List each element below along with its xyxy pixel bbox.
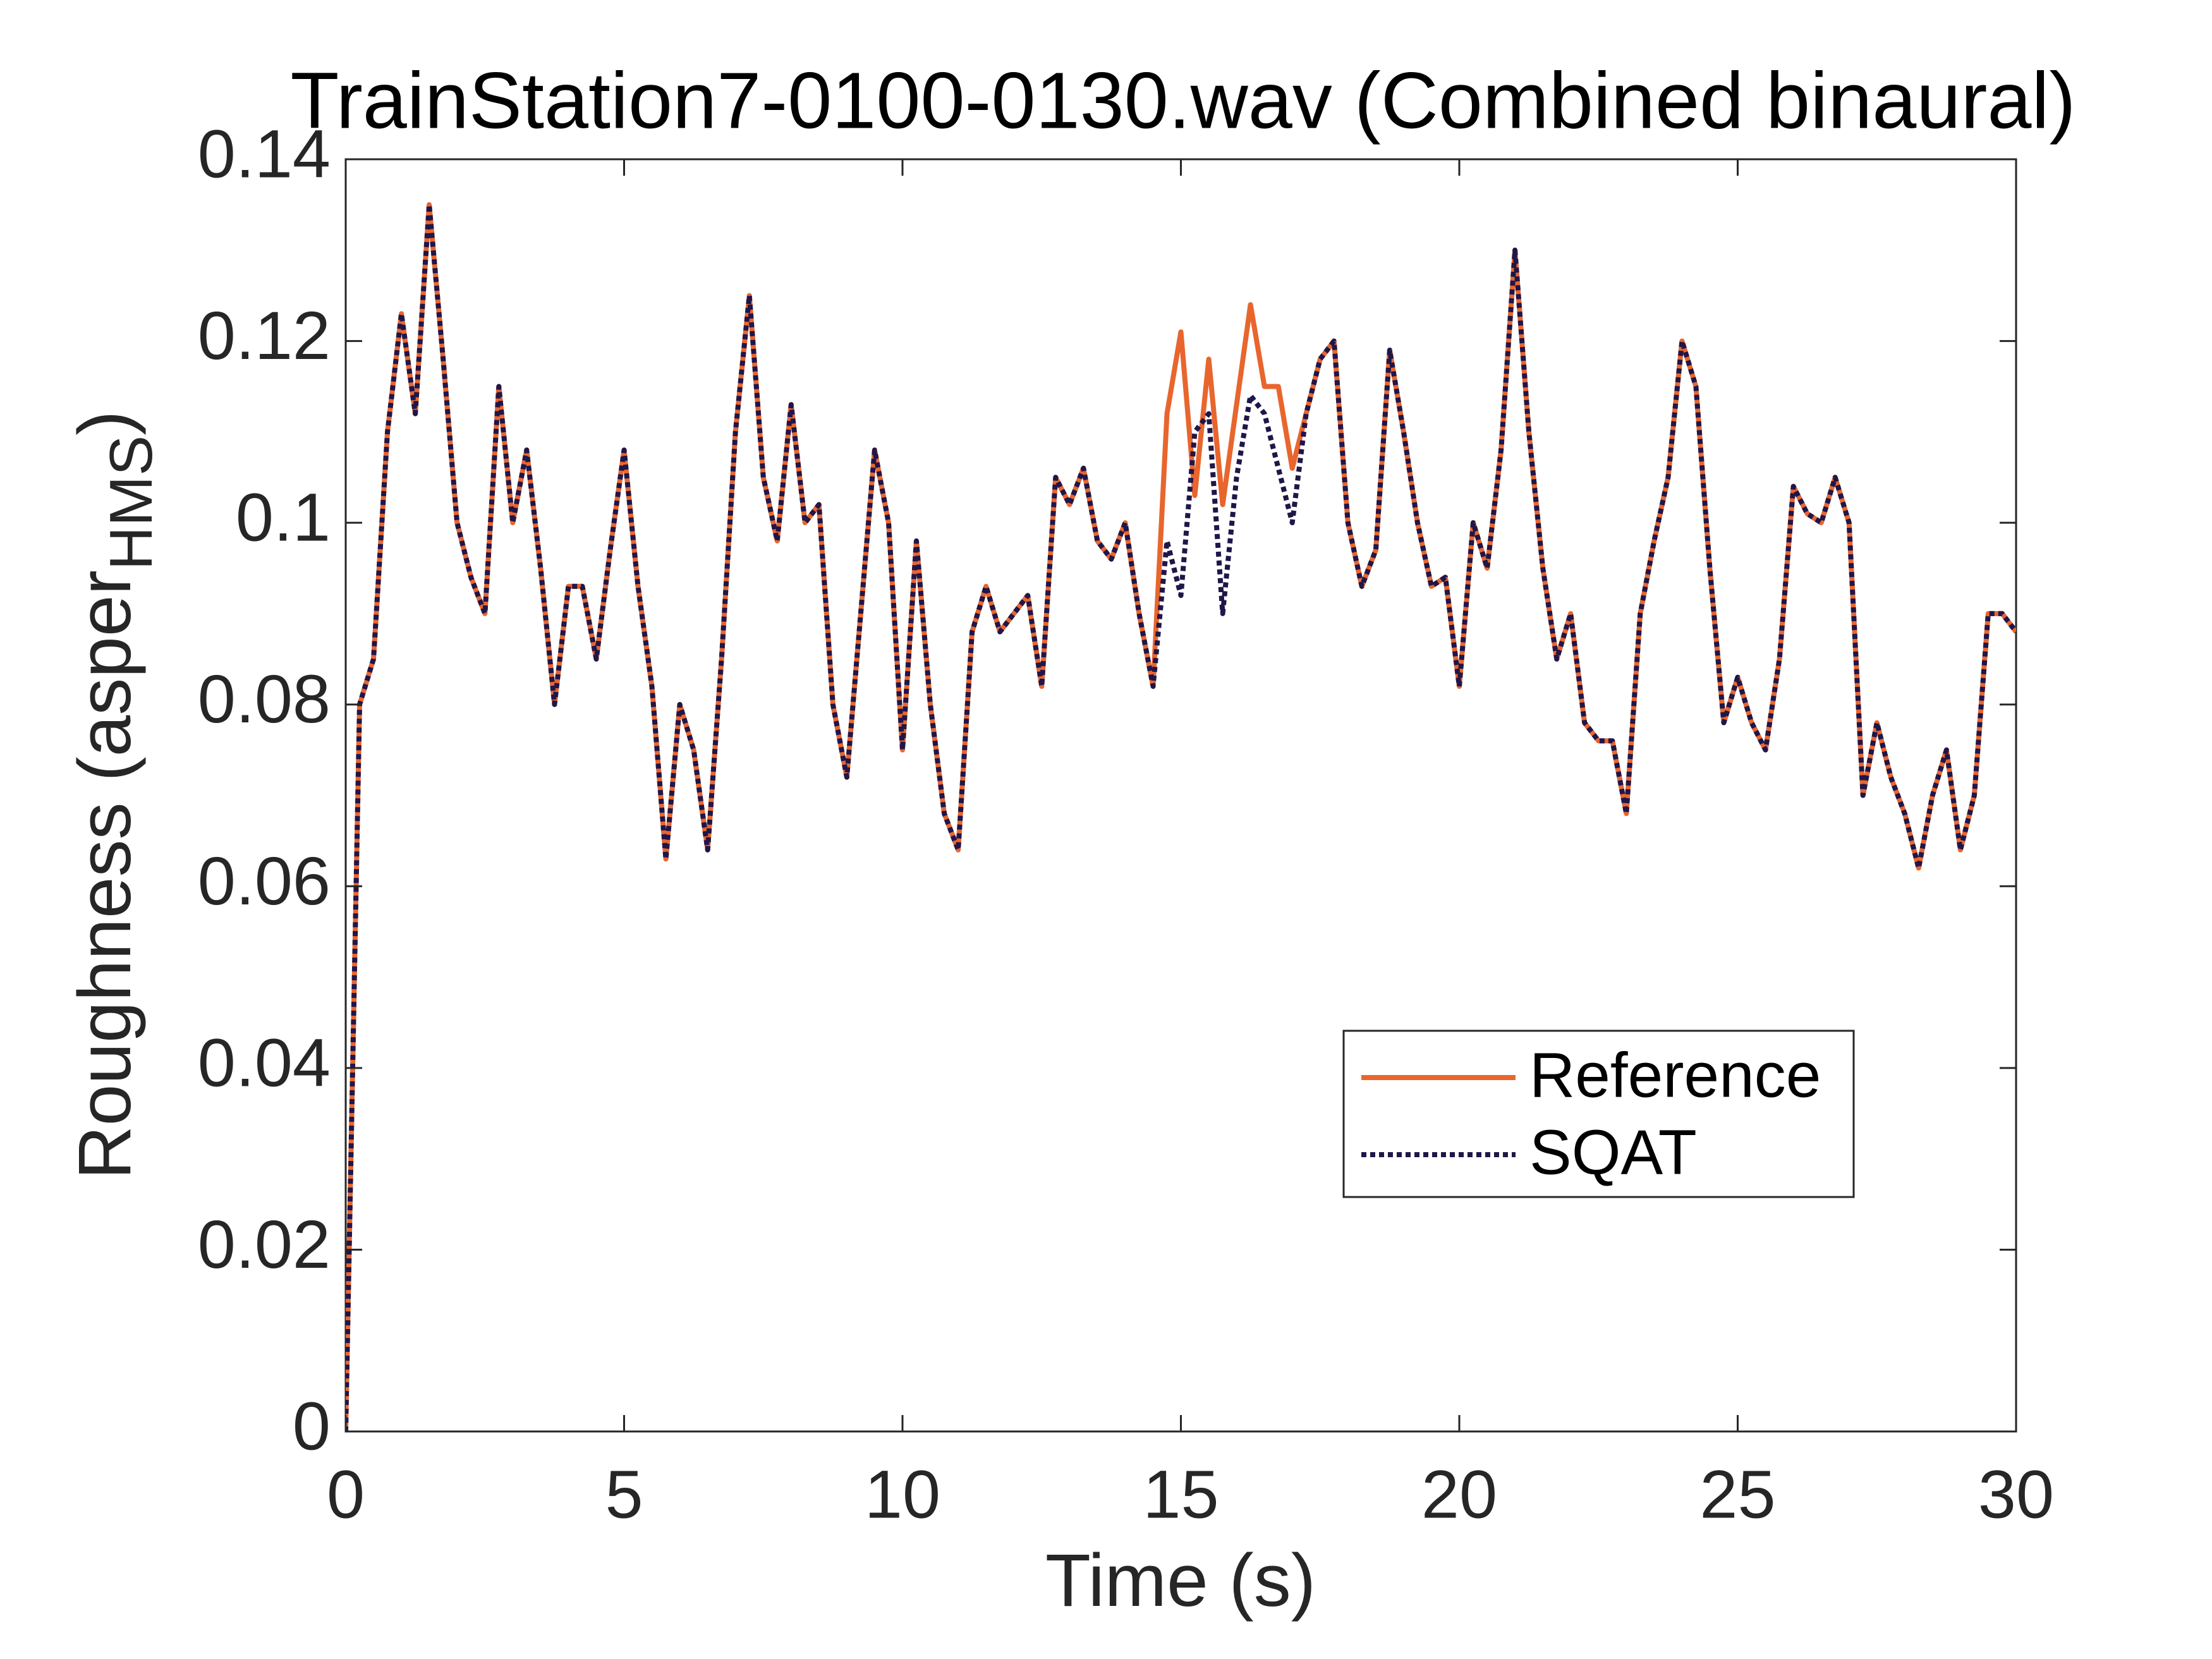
series-lines [346, 202, 2016, 1431]
x-tick-label: 0 [327, 1456, 365, 1533]
y-tick-label: 0.14 [198, 116, 331, 192]
x-axis-label: Time (s) [1045, 1539, 1316, 1622]
y-tick-label: 0.12 [198, 297, 331, 374]
y-axis-label-main: Roughness (asper [63, 570, 147, 1179]
y-axis-label: Roughness (asperHMS) [63, 411, 165, 1180]
series-line [346, 202, 2016, 1431]
legend-box [1342, 1030, 1855, 1198]
y-tick-label: 0.02 [198, 1206, 331, 1282]
y-tick-label: 0.04 [198, 1024, 331, 1100]
y-tick-label: 0.06 [198, 842, 331, 919]
legend-label: SQAT [1529, 1117, 1697, 1188]
plot-area [344, 158, 2017, 1433]
x-tick-label: 10 [865, 1456, 940, 1533]
x-tick-label: 15 [1143, 1456, 1218, 1533]
x-tick-label: 5 [605, 1456, 643, 1533]
y-axis-label-subscript: HMS [97, 435, 165, 570]
y-tick-label: 0.1 [236, 479, 331, 556]
chart-title: TrainStation7-0100-0130.wav (Combined bi… [291, 56, 2076, 145]
legend-label: Reference [1529, 1040, 1821, 1110]
y-axis-label-suffix: ) [63, 411, 147, 435]
x-tick-label: 25 [1699, 1456, 1775, 1533]
x-tick-label: 30 [1978, 1456, 2054, 1533]
x-tick-label: 20 [1421, 1456, 1497, 1533]
y-tick-label: 0.08 [198, 660, 331, 737]
y-tick-label: 0 [293, 1388, 331, 1464]
